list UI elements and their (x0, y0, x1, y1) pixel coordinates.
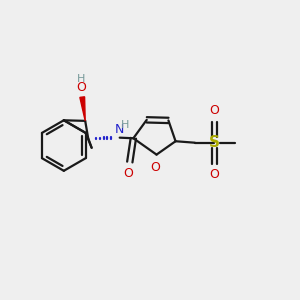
Text: O: O (76, 80, 86, 94)
Text: H: H (121, 120, 130, 130)
Text: N: N (115, 123, 124, 136)
Text: S: S (209, 135, 220, 150)
Text: H: H (76, 74, 85, 84)
Text: O: O (123, 167, 133, 180)
Text: O: O (209, 168, 219, 181)
Polygon shape (80, 97, 85, 121)
Text: O: O (209, 104, 219, 118)
Text: O: O (150, 161, 160, 174)
